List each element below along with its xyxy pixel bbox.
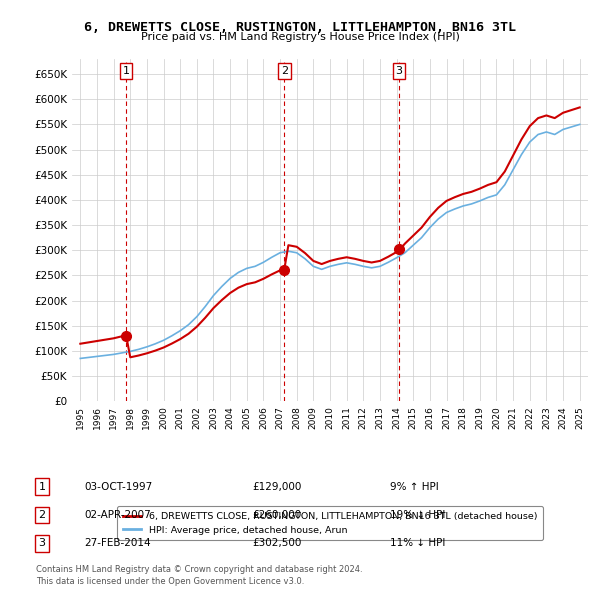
Text: £129,000: £129,000: [252, 482, 301, 491]
Text: 3: 3: [38, 539, 46, 548]
Text: 02-APR-2007: 02-APR-2007: [84, 510, 151, 520]
Legend: 6, DREWETTS CLOSE, RUSTINGTON, LITTLEHAMPTON, BN16 3TL (detached house), HPI: Av: 6, DREWETTS CLOSE, RUSTINGTON, LITTLEHAM…: [117, 506, 543, 540]
Text: £302,500: £302,500: [252, 539, 301, 548]
Text: 2: 2: [281, 66, 288, 76]
Text: 1: 1: [38, 482, 46, 491]
Text: Price paid vs. HM Land Registry's House Price Index (HPI): Price paid vs. HM Land Registry's House …: [140, 32, 460, 42]
Text: 2: 2: [38, 510, 46, 520]
Text: This data is licensed under the Open Government Licence v3.0.: This data is licensed under the Open Gov…: [36, 576, 304, 586]
Text: 03-OCT-1997: 03-OCT-1997: [84, 482, 152, 491]
Text: 1: 1: [122, 66, 130, 76]
Text: 11% ↓ HPI: 11% ↓ HPI: [390, 539, 445, 548]
Text: 9% ↑ HPI: 9% ↑ HPI: [390, 482, 439, 491]
Text: £260,000: £260,000: [252, 510, 301, 520]
Text: 27-FEB-2014: 27-FEB-2014: [84, 539, 151, 548]
Text: 19% ↓ HPI: 19% ↓ HPI: [390, 510, 445, 520]
Text: Contains HM Land Registry data © Crown copyright and database right 2024.: Contains HM Land Registry data © Crown c…: [36, 565, 362, 574]
Text: 6, DREWETTS CLOSE, RUSTINGTON, LITTLEHAMPTON, BN16 3TL: 6, DREWETTS CLOSE, RUSTINGTON, LITTLEHAM…: [84, 21, 516, 34]
Text: 3: 3: [395, 66, 403, 76]
